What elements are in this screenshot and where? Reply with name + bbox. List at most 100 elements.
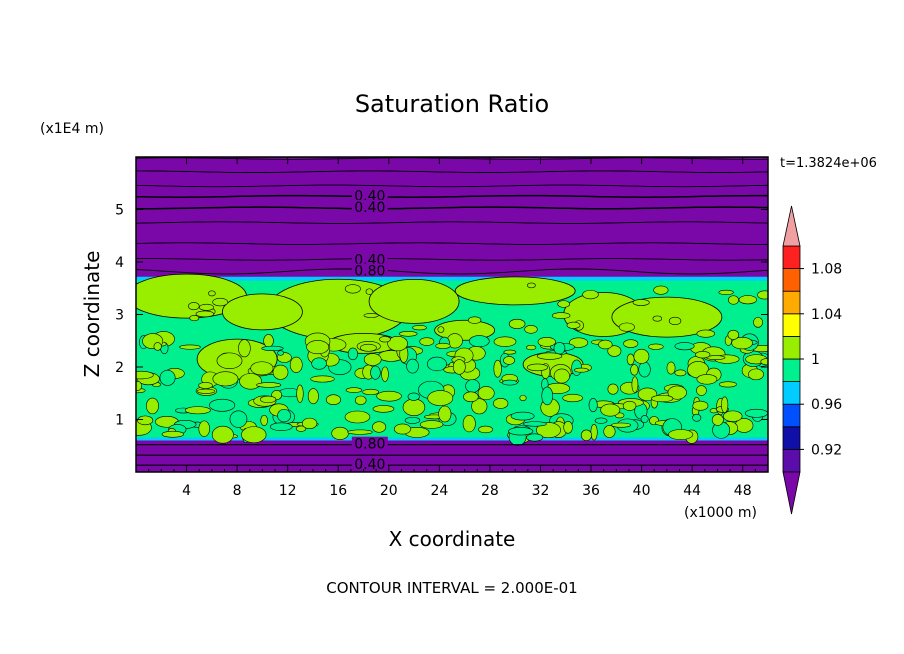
colorbar-under-arrow	[782, 471, 801, 515]
turbulent-cell	[557, 300, 571, 308]
turbulent-cell	[519, 394, 527, 402]
turbulent-cell	[250, 361, 274, 376]
colorbar-segment	[782, 245, 801, 270]
turbulent-cell	[463, 391, 479, 403]
turbulent-cell	[508, 318, 526, 329]
chart-title: Saturation Ratio	[355, 90, 549, 118]
turbulent-cell	[153, 342, 162, 351]
turbulent-cell	[648, 343, 664, 350]
turbulent-cell	[363, 353, 382, 366]
turbulent-cell	[537, 336, 556, 347]
turbulent-cell	[263, 334, 274, 348]
turbulent-cell	[471, 398, 488, 415]
turbulent-cell	[748, 368, 764, 381]
turbulent-cell	[607, 383, 619, 395]
turbulent-cell	[289, 356, 303, 373]
turbulent-cell	[199, 303, 214, 311]
turbulent-cell	[435, 342, 451, 349]
turbulent-cell	[626, 353, 635, 366]
turbulent-cell	[731, 337, 753, 350]
turbulent-cell	[261, 345, 284, 352]
colorbar-label: 1.04	[811, 307, 842, 323]
contour-labels: 0.400.400.400.800.800.40	[351, 188, 388, 473]
turbulent-cell	[571, 359, 582, 376]
turbulent-cell	[632, 299, 650, 306]
turbulent-cell	[427, 390, 454, 406]
turbulent-cell	[229, 410, 248, 428]
turbulent-cell	[562, 393, 583, 403]
turbulent-cell	[387, 335, 408, 352]
turbulent-cell	[603, 425, 616, 438]
turbulent-cell	[306, 340, 330, 355]
turbulent-cell	[462, 415, 476, 433]
turbulent-cell	[419, 420, 444, 429]
turbulent-cell	[398, 330, 418, 337]
y-axis-ticks: 1 2 3 4 5	[115, 203, 768, 429]
y-tick-label: 4	[115, 255, 124, 271]
colorbar-segment	[782, 358, 801, 383]
turbulent-cell	[753, 317, 763, 328]
turbulent-cell	[325, 394, 342, 406]
turbulent-cell	[347, 347, 359, 361]
contour-line	[136, 194, 768, 198]
turbulent-cell	[711, 414, 724, 426]
turbulent-cell	[478, 425, 493, 434]
turbulent-cell	[551, 312, 571, 319]
turbulent-cell	[674, 342, 695, 351]
y-tick-label: 1	[115, 413, 124, 429]
turbulent-cell	[184, 406, 211, 415]
turbulent-cell	[209, 398, 236, 412]
turbulent-cell	[360, 343, 377, 352]
x-tick-label: 4	[182, 483, 191, 499]
turbulent-cell	[760, 358, 768, 366]
turbulent-cell	[611, 422, 632, 428]
contour-line	[136, 268, 768, 275]
turbulent-cell	[211, 425, 234, 444]
turbulent-cell	[696, 329, 716, 338]
turbulent-cell	[260, 414, 268, 426]
cloud-top-edge	[136, 276, 768, 281]
turbulent-cell	[580, 429, 592, 441]
colorbar-segment	[782, 313, 801, 337]
turbulent-cell	[404, 416, 421, 424]
turbulent-cell	[508, 427, 534, 436]
colorbar-segment	[782, 381, 801, 405]
turbulent-cell	[667, 385, 687, 400]
turbulent-cell	[301, 417, 318, 430]
contour-line	[136, 157, 768, 160]
turbulent-cell	[666, 361, 676, 375]
y-axis-label: Z coordinate	[80, 251, 104, 378]
x-tick-label: 32	[532, 483, 550, 499]
turbulent-cell	[269, 422, 293, 431]
y-tick-label: 2	[115, 360, 124, 376]
turbulent-cell	[696, 385, 707, 396]
x-unit-label: (x1000 m)	[684, 505, 757, 521]
x-tick-label: 16	[329, 483, 347, 499]
turbulent-cell	[718, 289, 734, 295]
x-tick-label: 44	[683, 483, 701, 499]
contour-label: 0.40	[354, 200, 385, 216]
contour-line	[136, 242, 768, 245]
turbulent-cell	[718, 381, 737, 388]
turbulent-cell	[198, 382, 213, 389]
contour-lines	[136, 157, 768, 466]
contour-label-bg	[351, 199, 388, 213]
turbulent-cell	[238, 339, 251, 358]
x-tick-label: 36	[582, 483, 600, 499]
x-tick-label: 28	[481, 483, 499, 499]
turbulent-cell	[594, 417, 608, 424]
colorbar: 0.92 0.96 1 1.04 1.08	[782, 205, 842, 515]
turbulent-cell	[188, 302, 200, 311]
x-tick-label: 48	[734, 483, 752, 499]
turbulent-cell	[195, 310, 215, 318]
turbulent-cell	[692, 413, 702, 422]
colorbar-segment	[782, 290, 801, 315]
turbulent-cell	[136, 381, 142, 391]
contour-label: 0.40	[354, 457, 385, 473]
turbulent-cell	[365, 288, 374, 295]
x-tick-label: 8	[233, 483, 242, 499]
turbulent-cell	[136, 370, 154, 380]
colorbar-label: 0.96	[811, 397, 842, 413]
x-axis-label: X coordinate	[389, 527, 516, 551]
x-tick-label: 20	[380, 483, 398, 499]
